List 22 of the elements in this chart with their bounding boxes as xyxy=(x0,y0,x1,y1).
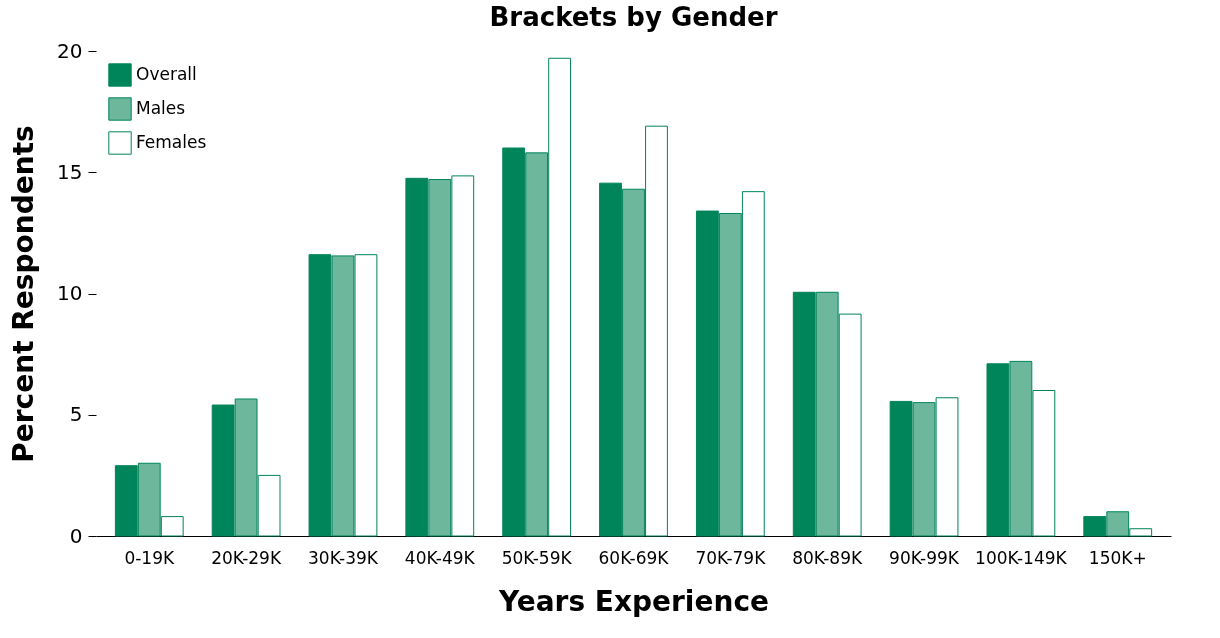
y-tick-label: 5 xyxy=(69,402,83,427)
legend-label: Females xyxy=(136,132,207,152)
y-tick-label: 10 xyxy=(57,281,83,305)
y-tick-label: 15 xyxy=(57,159,83,184)
legend-label: Overall xyxy=(136,64,197,84)
y-tick-label: 20 xyxy=(57,38,83,63)
x-tick-label: 50K-59K xyxy=(501,547,573,568)
x-tick-label: 150K+ xyxy=(1088,547,1147,568)
chart-title: Brackets by Gender xyxy=(489,2,778,32)
y-axis-title: Percent Respondents xyxy=(7,125,41,463)
x-tick-label: 80K-89K xyxy=(792,547,863,568)
x-tick-label: 70K-79K xyxy=(695,547,767,568)
x-tick-label: 60K-69K xyxy=(598,547,670,568)
x-tick-label: 100K-149K xyxy=(975,547,1068,568)
x-axis-title: Years Experience xyxy=(498,584,769,618)
x-tick-label: 90K-99K xyxy=(889,547,960,568)
x-tick-label: 0-19K xyxy=(124,547,175,568)
x-tick-label: 40K-49K xyxy=(404,547,476,568)
y-tick-label: 0 xyxy=(69,523,83,548)
x-tick-label: 20K-29K xyxy=(211,547,282,568)
x-tick-label: 30K-39K xyxy=(308,547,379,568)
legend-label: Males xyxy=(136,98,186,118)
